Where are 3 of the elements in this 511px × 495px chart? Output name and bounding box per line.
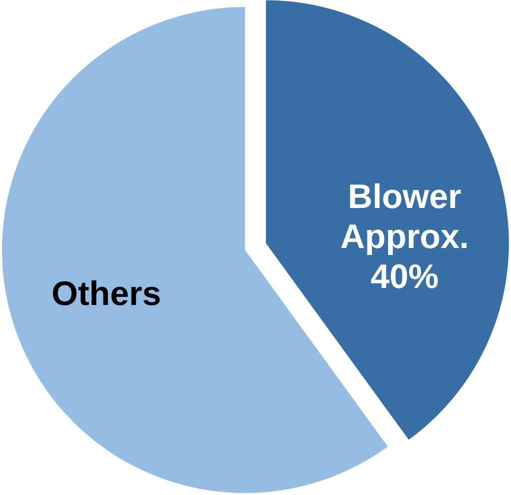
slice-label: Blower	[348, 178, 462, 216]
data-label: Approx. 40%	[340, 218, 469, 296]
slice-label: Others	[52, 275, 162, 314]
